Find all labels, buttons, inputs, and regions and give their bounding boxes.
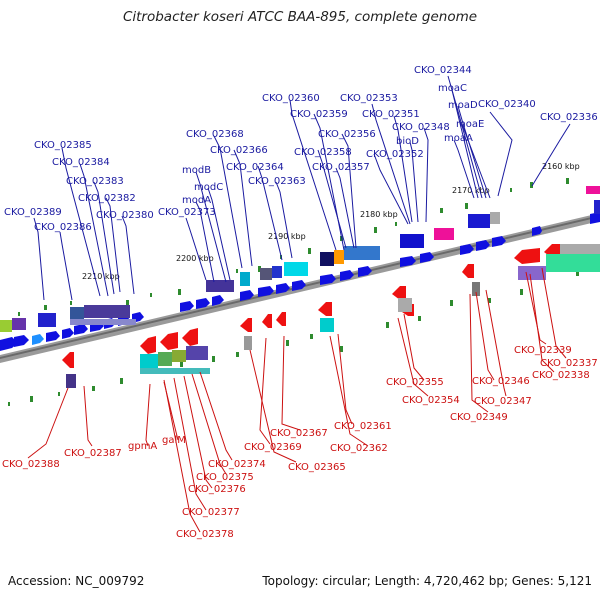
scale-label: 2170 kbp	[452, 186, 490, 195]
gene-label: moaA	[444, 133, 473, 144]
top-gene-labels: CKO_02344 moaC moaD CKO_02340 moaE CKO_0…	[4, 65, 598, 233]
gene-label: CKO_02386	[34, 222, 92, 233]
scale-label: 2200 kbp	[176, 254, 214, 263]
gene-label: CKO_02356	[318, 129, 376, 140]
gene-label: CKO_02388	[2, 459, 60, 470]
scale-label: 2180 kbp	[360, 210, 398, 219]
gene-label: moaD	[448, 100, 478, 111]
gene-label: CKO_02336	[540, 112, 598, 123]
gene-label: CKO_02377	[182, 507, 240, 518]
gene-label: moaC	[438, 83, 467, 94]
gene-label: CKO_02357	[312, 162, 370, 173]
reverse-gene-blocks	[66, 244, 600, 388]
gene-label: CKO_02337	[540, 358, 598, 369]
gene-label: CKO_02358	[294, 147, 352, 158]
gene-label: CKO_02347	[474, 396, 532, 407]
gene-label: modC	[194, 182, 223, 193]
topology-label: Topology: circular; Length: 4,720,462 bp…	[262, 574, 592, 588]
gene-label: CKO_02373	[158, 207, 216, 218]
gene-label: CKO_02366	[210, 145, 268, 156]
gene-label: bioD	[396, 136, 419, 147]
bottom-label-leaders	[27, 267, 567, 533]
gene-label: CKO_02389	[4, 207, 62, 218]
gene-label: CKO_02346	[472, 376, 530, 387]
gene-label: CKO_02364	[226, 162, 284, 173]
gene-label: CKO_02340	[478, 99, 536, 110]
gene-label: CKO_02362	[330, 443, 388, 454]
gene-label: CKO_02384	[52, 157, 110, 168]
accession-label: Accession: NC_009792	[8, 574, 145, 588]
forward-strand-genes	[0, 212, 600, 351]
gene-label: CKO_02369	[244, 442, 302, 453]
gene-label: CKO_02351	[362, 109, 420, 120]
gene-label: galM	[162, 435, 186, 446]
bottom-gene-labels: CKO_02339 CKO_02337 CKO_02338 CKO_02346 …	[2, 345, 598, 540]
gene-label: CKO_02339	[514, 345, 572, 356]
gene-label: CKO_02387	[64, 448, 122, 459]
reverse-strand-genes	[62, 244, 560, 368]
gene-label: CKO_02352	[366, 149, 424, 160]
gene-label: CKO_02375	[196, 472, 254, 483]
forward-gene-blocks	[0, 186, 600, 332]
gene-label: CKO_02385	[34, 140, 92, 151]
gene-label: CKO_02355	[386, 377, 444, 388]
gene-label: CKO_02382	[78, 193, 136, 204]
gene-label: CKO_02349	[450, 412, 508, 423]
top-label-leaders	[33, 75, 571, 301]
gene-label: gpmA	[128, 441, 157, 452]
gene-label: modB	[182, 165, 211, 176]
gene-label: modA	[182, 195, 211, 206]
gene-label: CKO_02378	[176, 529, 234, 540]
gene-label: CKO_02360	[262, 93, 320, 104]
gene-label: CKO_02365	[288, 462, 346, 473]
scale-labels: 2160 kbp 2170 kbp 2180 kbp 2190 kbp 2200…	[82, 162, 580, 281]
scale-label: 2190 kbp	[268, 232, 306, 241]
gene-label: CKO_02380	[96, 210, 154, 221]
gene-label: moaE	[456, 119, 484, 130]
gene-label: CKO_02374	[208, 459, 266, 470]
gene-label: CKO_02383	[66, 176, 124, 187]
gene-label: CKO_02338	[532, 370, 590, 381]
gene-label: CKO_02353	[340, 93, 398, 104]
gene-label: CKO_02367	[270, 428, 328, 439]
gene-label: CKO_02376	[188, 484, 246, 495]
gene-label: CKO_02348	[392, 122, 450, 133]
gene-label: CKO_02361	[334, 421, 392, 432]
gene-label: CKO_02368	[186, 129, 244, 140]
gene-label: CKO_02354	[402, 395, 460, 406]
map-title: Citrobacter koseri ATCC BAA-895, complet…	[122, 9, 478, 25]
gene-label: CKO_02344	[414, 65, 472, 76]
gene-label: CKO_02359	[290, 109, 348, 120]
scale-label: 2160 kbp	[542, 162, 580, 171]
gene-label: CKO_02363	[248, 176, 306, 187]
scale-label: 2210 kbp	[82, 272, 120, 281]
